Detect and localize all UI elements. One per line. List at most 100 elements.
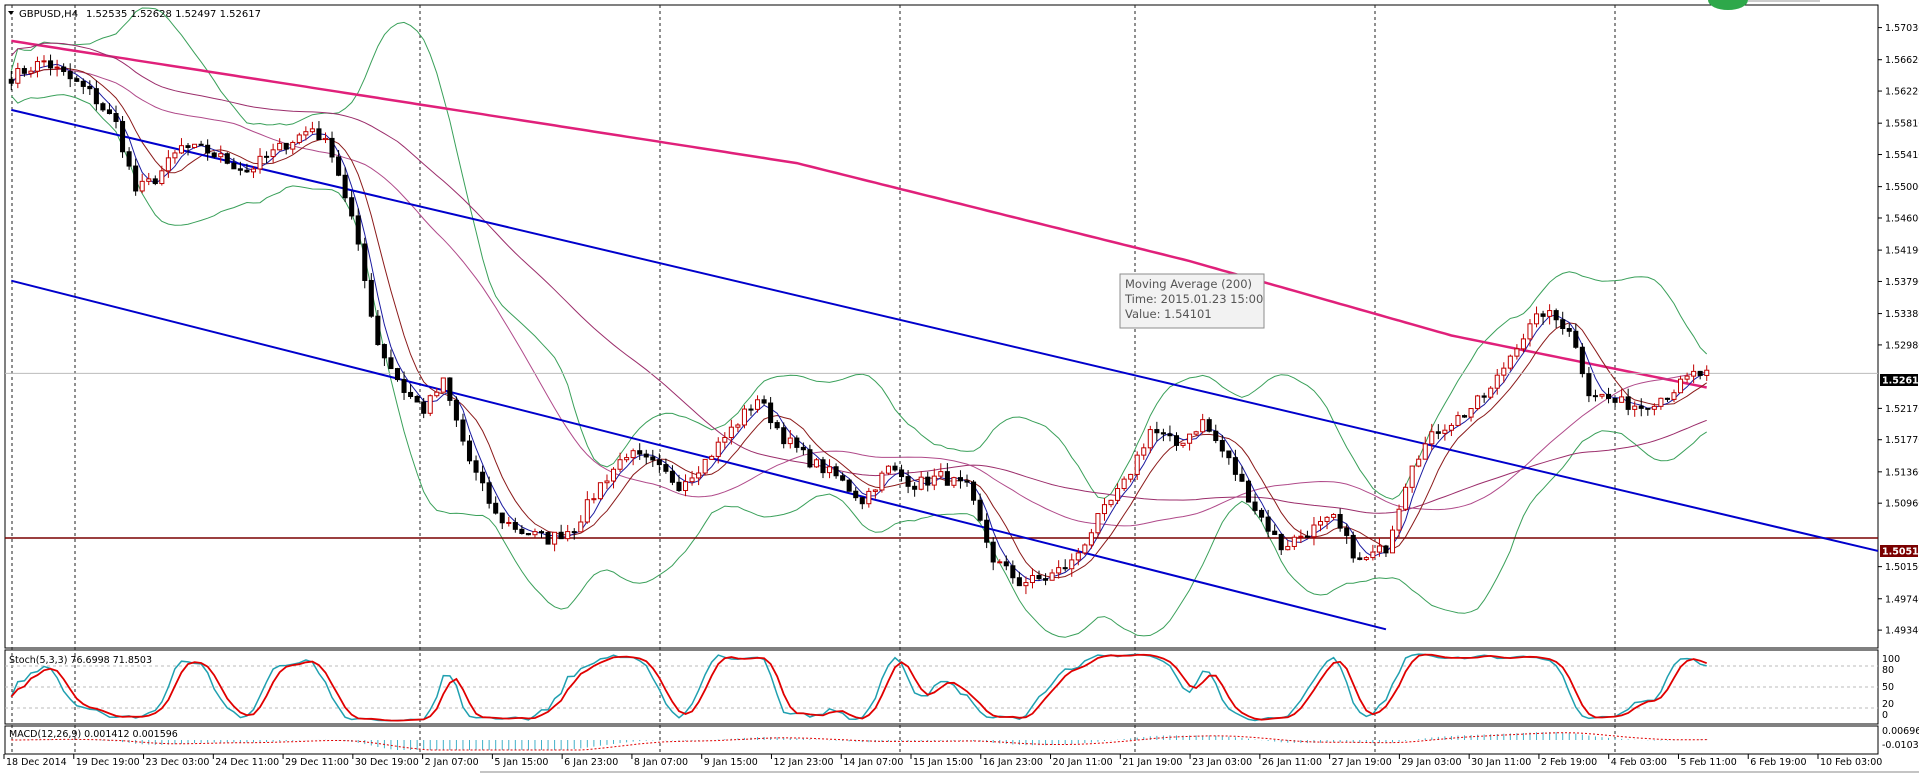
candle-body [67, 71, 73, 80]
macd-indicator [11, 732, 1708, 751]
candle-body [146, 178, 152, 182]
candle-body [859, 497, 865, 505]
candle-body [990, 541, 996, 563]
candle-body [1134, 454, 1140, 475]
x-tick-label: 10 Feb 03:00 [1820, 757, 1882, 768]
candle-body [1265, 516, 1271, 532]
candle-body [1638, 405, 1644, 409]
candle-body [172, 152, 178, 159]
stochastic-indicator [5, 653, 1878, 722]
candle-body [722, 437, 728, 443]
candle-body [1232, 457, 1238, 475]
candle-body [368, 279, 374, 317]
y-tick-label: 1.50960 [1885, 499, 1919, 510]
candle-body [728, 426, 734, 439]
candle-body [1592, 395, 1598, 398]
macd-panel-frame [4, 725, 1879, 755]
candle-body [571, 531, 577, 534]
candle-body [1180, 442, 1186, 446]
candle-body [41, 60, 47, 63]
candle-body [133, 165, 139, 192]
candle-body [1553, 310, 1559, 321]
tooltip-line-3: Value: 1.54101 [1125, 307, 1212, 321]
candle-body [938, 471, 944, 477]
candle-body [774, 422, 780, 429]
candle-body [401, 379, 407, 393]
candle-body [270, 149, 276, 158]
candle-body [1167, 433, 1173, 437]
candle-body [1566, 327, 1572, 332]
candle-body [964, 480, 970, 483]
candle-body [414, 395, 420, 403]
collapse-arrow-icon[interactable] [8, 11, 14, 15]
candle-body [1187, 433, 1193, 444]
candle-body [1291, 536, 1297, 547]
candle-body [827, 466, 833, 474]
y-tick-label: 1.54190 [1885, 246, 1919, 257]
candle-body [1435, 431, 1441, 434]
stoch-axis-80: 80 [1882, 665, 1894, 676]
channel-lower-line [11, 279, 1387, 631]
candle-body [93, 88, 99, 105]
candle-body [1383, 545, 1389, 554]
x-tick-label: 23 Jan 03:00 [1192, 757, 1252, 768]
candle-body [1684, 375, 1690, 380]
candle-body [1533, 313, 1540, 325]
candle-body [1704, 369, 1710, 376]
x-tick-label: 30 Dec 19:00 [355, 757, 419, 768]
candle-body [1324, 516, 1330, 522]
candle-body [1193, 431, 1199, 435]
candle-body [1599, 393, 1605, 397]
candle-body [840, 475, 846, 481]
x-tick-label: 5 Feb 11:00 [1680, 757, 1736, 768]
candle-body [1317, 520, 1324, 526]
y-tick-label: 1.52170 [1885, 404, 1919, 415]
candle-body [1671, 392, 1677, 400]
candle-body [1285, 545, 1291, 551]
candle-body [466, 440, 473, 462]
candle-body [296, 134, 302, 143]
candle-body [1606, 393, 1612, 399]
candle-body [1612, 397, 1618, 403]
candle-body [427, 395, 433, 414]
candlesticks [8, 54, 1710, 595]
x-tick-label: 12 Jan 23:00 [773, 757, 833, 768]
candle-body [1069, 559, 1075, 570]
candle-body [349, 197, 355, 217]
y-tick-label: 1.56620 [1885, 55, 1919, 66]
y-tick-label: 1.49740 [1885, 594, 1919, 605]
x-tick-label: 18 Dec 2014 [6, 757, 67, 768]
candle-body [342, 174, 348, 199]
candle-body [231, 162, 237, 170]
y-tick-label: 1.54600 [1885, 213, 1919, 224]
candle-body [637, 450, 643, 455]
candle-body [1219, 440, 1225, 452]
candle-body [8, 78, 14, 84]
candle-body [682, 481, 689, 492]
x-tick-label: 8 Jan 07:00 [634, 757, 688, 768]
candle-body [578, 521, 584, 533]
status-indicator-icon[interactable] [1708, 0, 1748, 10]
y-tick-label: 1.56220 [1885, 87, 1919, 98]
candle-body [244, 169, 250, 173]
candle-body [113, 113, 119, 122]
candle-body [525, 533, 531, 536]
candle-body [879, 472, 885, 491]
candle-body [283, 142, 289, 150]
candle-body [1016, 577, 1022, 587]
stoch-axis-0: 0 [1882, 710, 1888, 721]
candle-body [1311, 524, 1317, 538]
candle-body [1304, 535, 1310, 538]
candle-body [1429, 431, 1435, 445]
x-tick-label: 6 Jan 23:00 [564, 757, 618, 768]
macd-axis-top: 0.006961 [1882, 726, 1919, 737]
candle-body [440, 377, 446, 393]
candle-body [1029, 575, 1036, 584]
candle-body [486, 482, 492, 504]
candle-body [421, 401, 427, 414]
candle-body [951, 477, 957, 486]
candle-body [506, 521, 512, 524]
candle-body [303, 131, 309, 136]
